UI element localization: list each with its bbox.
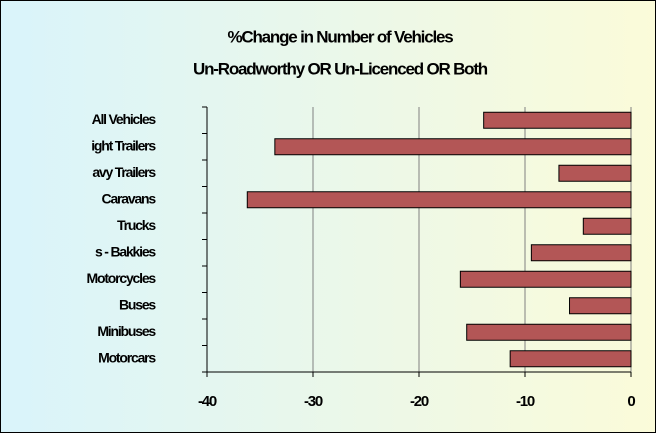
bar <box>569 297 632 315</box>
y-tick-label: ight Trailers <box>91 137 156 153</box>
y-tick-label: Trucks <box>117 217 156 233</box>
bar <box>274 138 632 156</box>
bar <box>246 191 632 209</box>
x-tick-label: -10 <box>516 393 535 410</box>
bar <box>509 350 632 368</box>
y-tick-label: Motorcars <box>98 349 156 365</box>
chart-title: %Change in Number of Vehicles <box>228 27 454 46</box>
y-tick-label: s - Bakkies <box>95 243 156 259</box>
bar <box>459 270 632 288</box>
y-tick-label: Buses <box>119 296 156 312</box>
bar <box>466 323 632 341</box>
y-tick-label: Minibuses <box>97 323 156 339</box>
chart-subtitle: Un-Roadworthy OR Un-Licenced OR Both <box>193 59 488 78</box>
y-tick-label: avy Trailers <box>92 164 156 180</box>
x-tick-label: -20 <box>410 393 429 410</box>
y-tick-label: Caravans <box>102 190 157 206</box>
bar <box>558 164 632 182</box>
y-tick-label: All Vehicles <box>92 111 157 127</box>
x-tick-label: 0 <box>627 393 635 410</box>
bar <box>582 217 632 235</box>
y-tick-label: Motorcycles <box>87 270 157 286</box>
bar <box>530 244 632 262</box>
x-tick-label: -40 <box>198 393 217 410</box>
bar <box>483 111 632 129</box>
x-tick-label: -30 <box>304 393 323 410</box>
